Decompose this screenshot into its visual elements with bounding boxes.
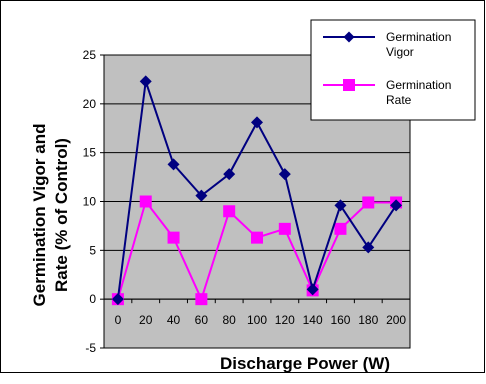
data-point-vigor xyxy=(167,158,180,171)
y-tick-label: 0 xyxy=(89,292,96,306)
x-tick-label: 80 xyxy=(223,313,237,327)
legend-vigor-label-line1: Germination xyxy=(386,30,451,44)
x-tick-label: 40 xyxy=(167,313,181,327)
y-tick-label: 10 xyxy=(83,195,97,209)
data-point-rate xyxy=(139,195,152,208)
data-point-vigor xyxy=(334,199,347,212)
data-point-rate xyxy=(334,222,347,235)
data-point-vigor xyxy=(362,241,375,254)
data-point-vigor xyxy=(251,116,263,129)
data-point-vigor xyxy=(390,199,403,212)
y-tick-label: 25 xyxy=(83,48,97,62)
data-point-vigor xyxy=(223,168,236,181)
x-tick-label: 160 xyxy=(330,313,350,327)
data-point-rate xyxy=(362,196,375,209)
data-point-rate xyxy=(167,231,180,244)
x-tick-label: 200 xyxy=(386,313,406,327)
x-axis-title: Discharge Power (W) xyxy=(220,354,390,373)
x-tick-label: 180 xyxy=(358,313,378,327)
data-point-vigor xyxy=(278,168,291,181)
y-axis-title-line1: Germination Vigor and xyxy=(30,124,49,307)
legend-vigor-label-line2: Vigor xyxy=(386,45,414,59)
data-point-vigor xyxy=(111,293,124,306)
legend-rate-label-line2: Rate xyxy=(386,93,412,107)
y-tick-label: 20 xyxy=(83,97,97,111)
x-tick-label: 100 xyxy=(247,313,267,327)
x-tick-label: 20 xyxy=(139,313,153,327)
legend: Germination Vigor Germination Rate xyxy=(310,19,476,121)
data-point-rate xyxy=(195,293,208,306)
data-point-vigor xyxy=(139,75,152,88)
x-tick-label: 120 xyxy=(275,313,295,327)
legend-rate-square-marker xyxy=(343,79,355,91)
data-point-rate xyxy=(223,205,236,218)
data-point-vigor xyxy=(306,283,319,296)
series-group xyxy=(111,75,403,306)
y-axis-ticks: 25 20 15 10 5 0 -5 xyxy=(83,48,104,355)
y-tick-label: 5 xyxy=(89,243,96,257)
y-tick-label: 15 xyxy=(83,146,97,160)
y-tick-label: -5 xyxy=(85,341,96,355)
legend-vigor-diamond-marker xyxy=(343,31,355,43)
x-tick-label: 60 xyxy=(195,313,209,327)
x-tick-label: 0 xyxy=(115,313,122,327)
y-axis-title-line2: Rate (% of Control) xyxy=(52,138,71,292)
data-point-rate xyxy=(251,231,263,244)
legend-rate-label-line1: Germination xyxy=(386,78,451,92)
data-point-vigor xyxy=(195,189,208,202)
data-point-rate xyxy=(278,222,291,235)
x-tick-label: 140 xyxy=(303,313,323,327)
x-axis-ticks: 0 20 40 60 80 100 120 140 160 180 200 xyxy=(103,298,411,327)
